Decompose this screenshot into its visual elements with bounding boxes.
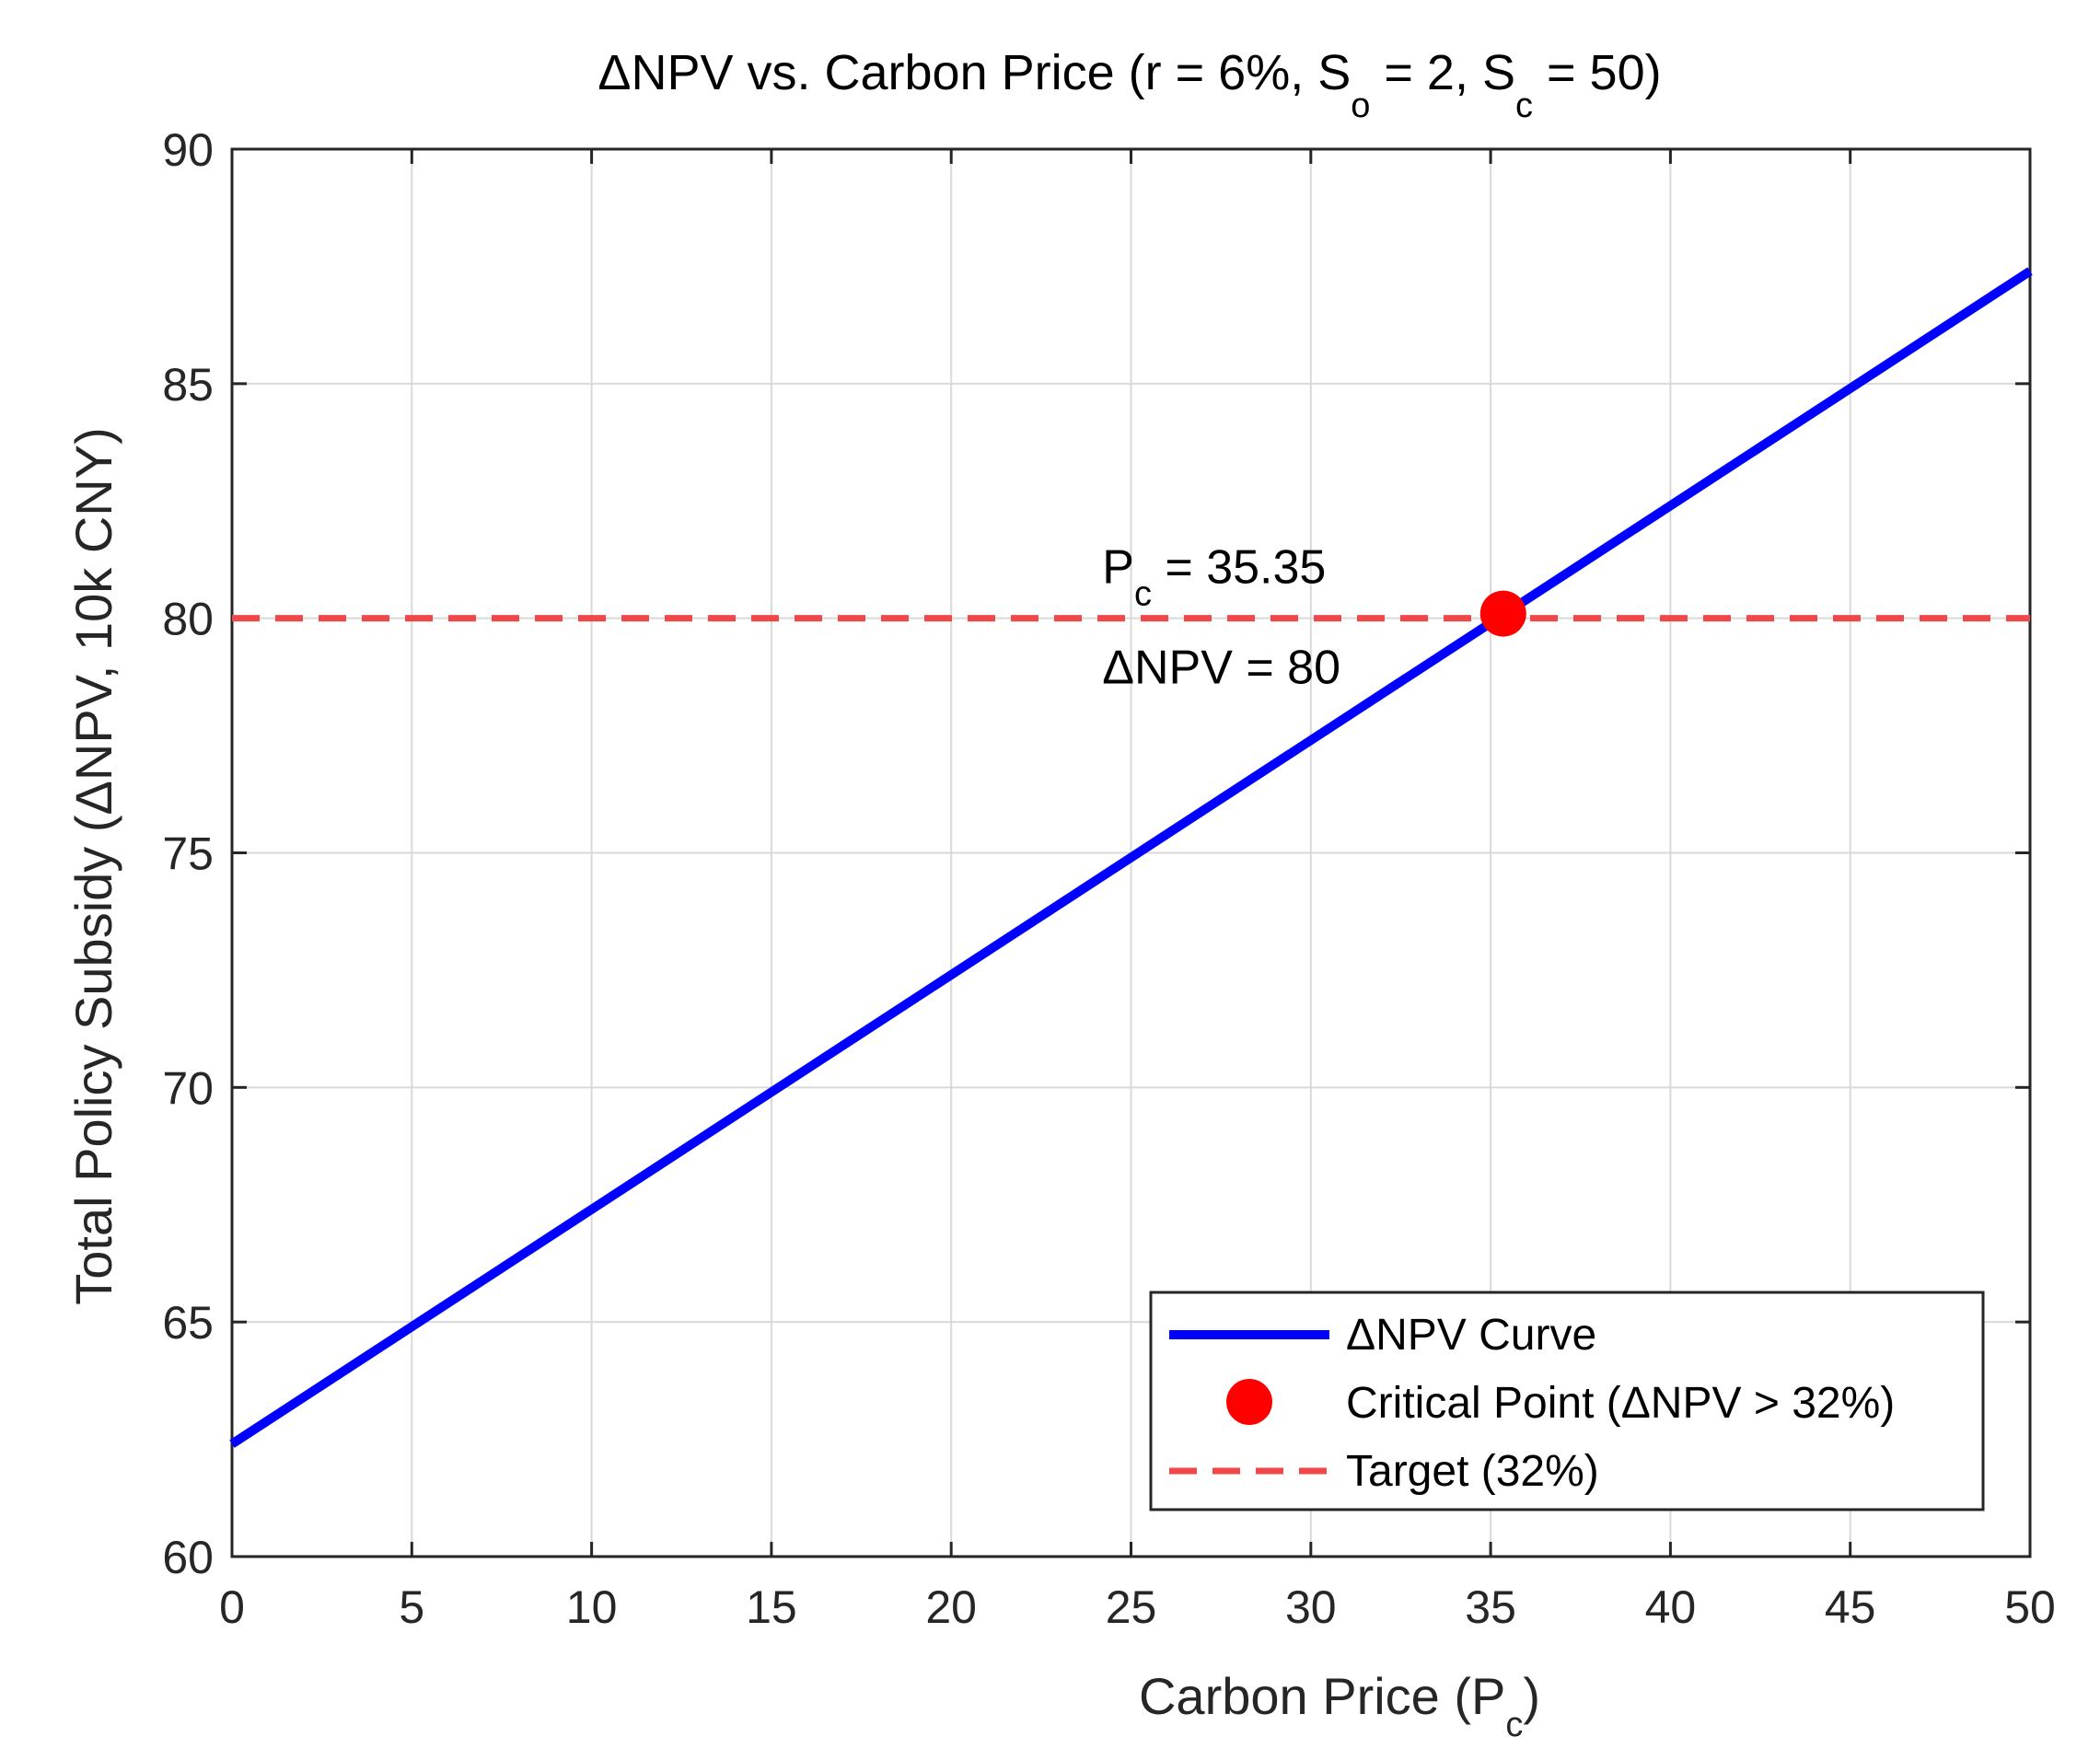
y-tick-label: 60 [162,1532,214,1583]
x-tick-label: 40 [1645,1581,1697,1633]
legend-swatch-critical [1226,1379,1272,1425]
critical-point-marker [1479,590,1526,637]
annotation-npv-value: ΔNPV = 80 [1102,642,1340,695]
x-tick-label: 50 [2004,1581,2056,1633]
legend-label-critical: Critical Point (ΔNPV > 32%) [1346,1379,1895,1428]
npv-curve [229,267,2033,1448]
x-axis-label: Carbon Price (Pc) [1139,1667,1540,1744]
x-tick-label: 10 [566,1581,618,1633]
x-tick-label: 20 [925,1581,977,1633]
legend: ΔNPV Curve Critical Point (ΔNPV > 32%) T… [1149,1291,1985,1511]
x-tick-label: 35 [1465,1581,1516,1633]
x-tick-label: 45 [1825,1581,1876,1633]
x-tick-label: 5 [399,1581,424,1633]
y-tick-label: 75 [162,828,214,880]
chart-title: ΔNPV vs. Carbon Price (r = 6%, So = 2, S… [598,45,1661,125]
legend-box [1149,1291,1985,1511]
legend-label-curve: ΔNPV Curve [1346,1311,1596,1360]
annotation-pc-value: Pc = 35.35 [1102,541,1326,614]
x-tick-label: 30 [1285,1581,1337,1633]
tick-layer: 0 5 10 15 20 25 30 35 40 45 50 60 65 70 75 80 85 90 [162,124,2055,1633]
legend-label-target: Target (32%) [1346,1447,1599,1496]
y-tick-label: 80 [162,594,214,645]
x-tick-label: 25 [1106,1581,1157,1633]
x-tick-label: 15 [746,1581,797,1633]
y-axis-label: Total Policy Subsidy (ΔNPV, 10k CNY) [64,427,122,1304]
x-tick-label: 0 [219,1581,245,1633]
y-tick-label: 70 [162,1062,214,1114]
y-tick-label: 85 [162,359,214,411]
y-tick-label: 90 [162,124,214,176]
y-tick-label: 65 [162,1297,214,1349]
